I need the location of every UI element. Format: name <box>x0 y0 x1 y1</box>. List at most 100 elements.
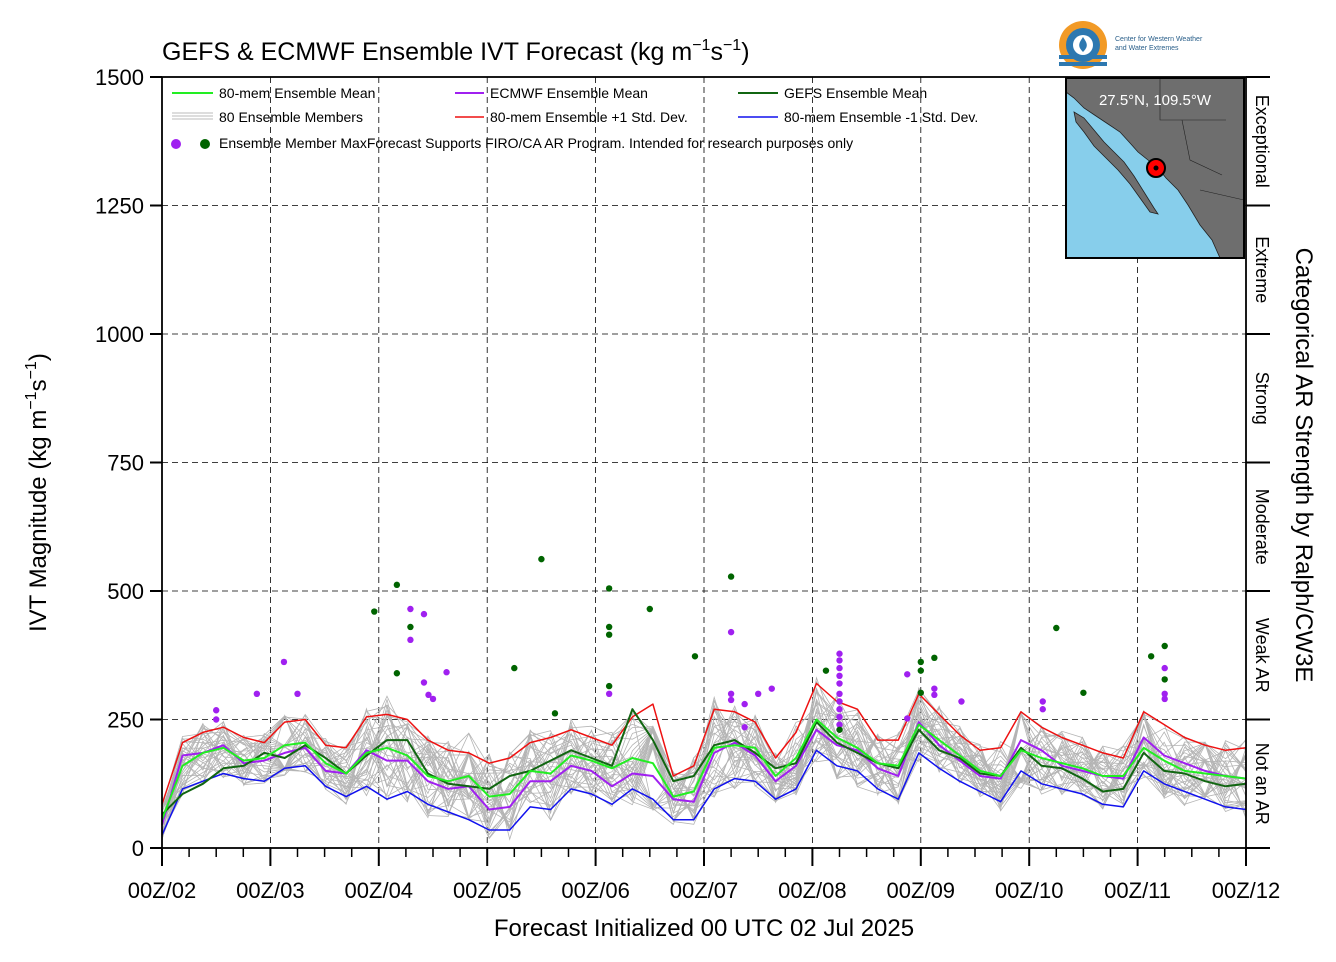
legend-label-members: 80 Ensemble Members <box>219 109 363 125</box>
member-max-dot <box>1161 676 1168 683</box>
member-max-dot <box>213 716 220 723</box>
member-max-dot <box>836 726 843 733</box>
x-tick-label: 00Z/07 <box>670 878 739 903</box>
member-max-dot <box>836 650 843 657</box>
legend-label-plus-std: 80-mem Ensemble +1 Std. Dev. <box>490 109 688 125</box>
inset-map-borders <box>1159 78 1245 201</box>
x-axis: 00Z/02 00Z/03 00Z/04 00Z/05 00Z/06 00Z/07 00Z/… <box>128 848 1280 903</box>
member-max-dot <box>551 710 559 717</box>
member-max-dot <box>605 631 613 638</box>
member-max-dot <box>393 581 401 589</box>
legend-label-gefs-mean: GEFS Ensemble Mean <box>784 85 927 101</box>
ensemble-member-line <box>161 706 1247 826</box>
y-tick-label: 0 <box>132 836 144 861</box>
category-label: Exceptional <box>1252 95 1272 188</box>
series-line-5 <box>161 749 1247 836</box>
member-max-dot <box>727 573 735 580</box>
chart-title: GEFS & ECMWF Ensemble IVT Forecast (kg m… <box>162 37 750 66</box>
series-line-3 <box>161 682 1247 805</box>
member-max-dot <box>836 664 843 672</box>
member-max-dot <box>1161 695 1168 703</box>
member-max-dot <box>917 667 924 674</box>
inset-map: 27.5°N, 109.5°W <box>1065 77 1245 259</box>
location-marker-center <box>1153 165 1159 171</box>
series-lines <box>161 682 1247 836</box>
legend-dot-green <box>200 139 210 149</box>
category-label: Strong <box>1252 372 1272 425</box>
member-max-dot <box>931 685 938 692</box>
member-max-dot <box>904 715 911 722</box>
ensemble-member-line <box>161 712 1247 840</box>
member-max-dot <box>407 623 414 631</box>
member-max-dot <box>1039 706 1046 713</box>
member-max-dot <box>371 608 378 615</box>
member-max-dot <box>538 555 545 563</box>
member-max-dot <box>420 679 428 686</box>
member-max-dot <box>836 698 843 705</box>
legend-dot-purple <box>171 139 181 149</box>
right-axis-title: Categorical AR Strength by Ralph/CW3E <box>1290 248 1317 683</box>
member-max-dot <box>605 690 613 697</box>
category-label: Extreme <box>1252 236 1272 303</box>
x-tick-label: 00Z/10 <box>995 878 1064 903</box>
member-max-dot <box>931 691 938 699</box>
member-max-dot <box>213 707 220 714</box>
ensemble-member-line <box>161 689 1247 817</box>
member-max-dot <box>393 670 401 677</box>
member-max-dot <box>253 690 261 697</box>
x-tick-label: 00Z/11 <box>1104 878 1171 903</box>
member-max-dot <box>511 664 518 672</box>
x-tick-label: 00Z/08 <box>778 878 847 903</box>
y-tick-label: 750 <box>107 451 144 476</box>
y-tick-label: 1500 <box>95 65 144 90</box>
category-label: Not an AR <box>1252 743 1272 825</box>
member-max-dot <box>836 680 843 687</box>
member-max-dot <box>1039 698 1046 705</box>
member-max-dot <box>1161 690 1168 697</box>
member-max-dot <box>768 685 775 692</box>
inset-map-location-label: 27.5°N, 109.5°W <box>1099 92 1212 109</box>
y-tick-label: 250 <box>107 708 144 733</box>
category-label: Weak AR <box>1252 618 1272 693</box>
member-max-dot <box>836 657 843 664</box>
member-max-dot <box>1161 642 1168 650</box>
member-max-dot <box>443 669 450 676</box>
legend-label-minus-std: 80-mem Ensemble -1 Std. Dev. <box>784 109 978 125</box>
member-max-dot <box>917 658 924 666</box>
ensemble-member-line <box>161 704 1247 828</box>
member-max-dot <box>1147 653 1155 660</box>
y-tick-label: 1000 <box>95 322 144 347</box>
x-tick-label: 00Z/04 <box>345 878 414 903</box>
member-max-dot <box>741 700 748 708</box>
member-max-dot <box>1080 689 1087 696</box>
member-max-dot <box>429 695 437 703</box>
member-max-dot <box>727 696 735 704</box>
ensemble-member-line <box>161 713 1247 836</box>
legend-label-ecmwf-mean: ECMWF Ensemble Mean <box>490 85 648 101</box>
member-max-dot <box>605 623 613 631</box>
member-max-dot <box>420 610 428 618</box>
y-axis: 0 250 500 750 1000 1250 1500 <box>95 65 162 861</box>
y-tick-label: 500 <box>107 579 144 604</box>
logo-text-line1: Center for Western Weather <box>1115 36 1203 43</box>
inset-map-baja <box>1073 111 1159 215</box>
member-max-dot <box>691 653 699 660</box>
member-max-dot <box>836 690 843 697</box>
member-max-dot <box>280 658 288 666</box>
member-max-dots <box>213 555 1168 733</box>
ensemble-member-line <box>161 701 1247 840</box>
category-label: Moderate <box>1252 489 1272 565</box>
member-max-dot <box>605 682 613 690</box>
member-max-dot <box>1053 624 1060 632</box>
member-max-dot <box>904 671 911 678</box>
x-tick-label: 00Z/02 <box>128 878 197 903</box>
x-tick-label: 00Z/09 <box>887 878 956 903</box>
member-max-dot <box>727 690 735 697</box>
logo-text-line2: and Water Extremes <box>1115 45 1179 52</box>
x-tick-label: 00Z/03 <box>236 878 305 903</box>
member-max-dot <box>727 628 735 636</box>
member-max-dot <box>646 605 653 613</box>
member-max-dot <box>958 698 965 705</box>
y-tick-label: 1250 <box>95 194 144 219</box>
member-max-dot <box>407 605 414 613</box>
